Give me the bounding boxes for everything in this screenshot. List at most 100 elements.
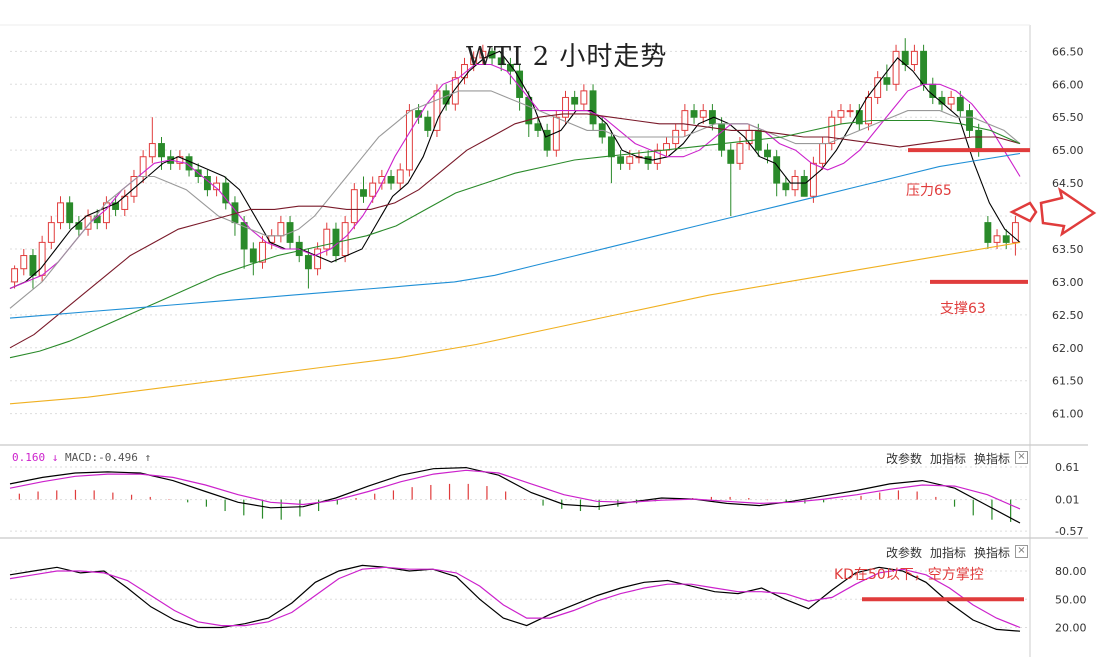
candle-body — [148, 143, 156, 158]
candle-body — [718, 123, 726, 151]
candle-body — [433, 90, 441, 131]
dif-down-arrow-icon: ↓ — [51, 451, 59, 464]
kd-tick-label: 80.00 — [1055, 565, 1087, 578]
candle-body — [259, 241, 266, 263]
price-tick-label: 65.00 — [1052, 144, 1084, 157]
candle-body — [947, 96, 955, 105]
candle-body — [607, 136, 615, 158]
macd-change-params-button[interactable]: 改参数 — [886, 452, 923, 466]
candle-body — [470, 57, 478, 66]
macd-label: 0.160 ↓ MACD:-0.496 ↑ — [12, 451, 151, 464]
candle-body — [690, 110, 698, 118]
candle-body — [708, 110, 716, 125]
kd-line — [9, 566, 1021, 629]
candle-body — [387, 176, 395, 184]
candle-body — [644, 156, 652, 164]
kd-close-icon[interactable]: × — [1015, 545, 1028, 558]
candle-body — [20, 255, 28, 270]
price-tick-label: 66.00 — [1052, 78, 1084, 91]
candle-body — [75, 222, 83, 230]
candle-body — [956, 96, 964, 112]
candle-body — [681, 110, 689, 131]
candle-body — [543, 129, 551, 151]
chart-title: WTI 2 小时走势 — [466, 42, 668, 72]
moving-average-line — [9, 152, 1021, 319]
candle-body — [57, 202, 64, 224]
candle-body — [589, 90, 597, 125]
candle-body — [966, 110, 973, 131]
price-tick-label: 64.50 — [1052, 177, 1084, 190]
candle-body — [846, 110, 854, 113]
candle-body — [617, 156, 625, 164]
candle-body — [534, 123, 542, 131]
candle-body — [369, 182, 377, 197]
candle-body — [580, 90, 588, 105]
candle-body — [883, 77, 891, 85]
macd-close-icon[interactable]: × — [1015, 451, 1028, 464]
kd-annotation: KD在50以下，空方掌控 — [834, 567, 984, 583]
dif-value: 0.160 — [12, 451, 46, 464]
candle-body — [736, 143, 744, 164]
moving-average-line — [9, 90, 1021, 309]
candle-body — [29, 255, 37, 276]
candle-body — [562, 96, 569, 118]
candle-body — [920, 50, 928, 85]
candle-body — [745, 129, 753, 145]
candle-body — [1002, 235, 1010, 243]
price-tick-label: 66.50 — [1052, 45, 1084, 58]
candle-body — [112, 202, 120, 210]
candle-body — [865, 96, 872, 125]
candle-body — [222, 182, 230, 204]
candle-body — [1011, 222, 1019, 243]
kd-tick-label: 20.00 — [1055, 621, 1087, 634]
candle-body — [405, 110, 413, 171]
price-tick-label: 62.00 — [1052, 342, 1084, 355]
candle-body — [38, 241, 46, 276]
candle-body — [66, 202, 74, 224]
price-tick-label: 61.50 — [1052, 375, 1084, 388]
candle-body — [240, 222, 248, 250]
candle-body — [782, 182, 790, 191]
resistance-annotation: 压力65 — [906, 183, 952, 199]
candle-body — [249, 248, 257, 263]
candle-body — [653, 149, 661, 164]
macd-tick-label: -0.57 — [1055, 525, 1083, 538]
kd-change-params-button[interactable]: 改参数 — [886, 546, 923, 560]
candle-body — [993, 235, 1001, 243]
candle-body — [323, 228, 331, 250]
candle-body — [819, 143, 827, 164]
macd-line — [9, 469, 1021, 510]
macd-up-arrow-icon: ↑ — [144, 451, 152, 464]
macd-swap-indicator-button[interactable]: 换指标 — [974, 452, 1011, 466]
macd-tick-label: 0.01 — [1055, 494, 1080, 507]
candle-body — [396, 169, 404, 184]
macd-tick-label: 0.61 — [1055, 461, 1080, 474]
candle-body — [497, 57, 505, 66]
candle-body — [360, 189, 367, 197]
kd-swap-indicator-button[interactable]: 换指标 — [974, 546, 1011, 560]
candle-body — [314, 248, 322, 270]
candle-body — [837, 110, 845, 118]
macd-line — [9, 466, 1021, 524]
moving-average-line — [9, 241, 1021, 405]
candle-body — [11, 268, 19, 283]
right-arrow-icon — [1039, 187, 1097, 237]
candle-body — [828, 116, 836, 145]
price-tick-label: 63.00 — [1052, 276, 1084, 289]
price-tick-label: 62.50 — [1052, 309, 1084, 322]
price-tick-label: 61.00 — [1052, 408, 1084, 421]
price-tick-label: 65.50 — [1052, 111, 1084, 124]
candle-body — [764, 149, 771, 158]
moving-average-line — [9, 63, 1021, 290]
candle-body — [304, 255, 312, 270]
candle-body — [975, 129, 983, 151]
candle-body — [424, 116, 432, 131]
kd-add-indicator-button[interactable]: 加指标 — [930, 546, 967, 560]
candle-body — [809, 162, 817, 197]
moving-average-line — [9, 50, 1021, 290]
candle-body — [479, 50, 487, 59]
macd-value: MACD:-0.496 — [65, 451, 138, 464]
macd-add-indicator-button[interactable]: 加指标 — [930, 452, 967, 466]
